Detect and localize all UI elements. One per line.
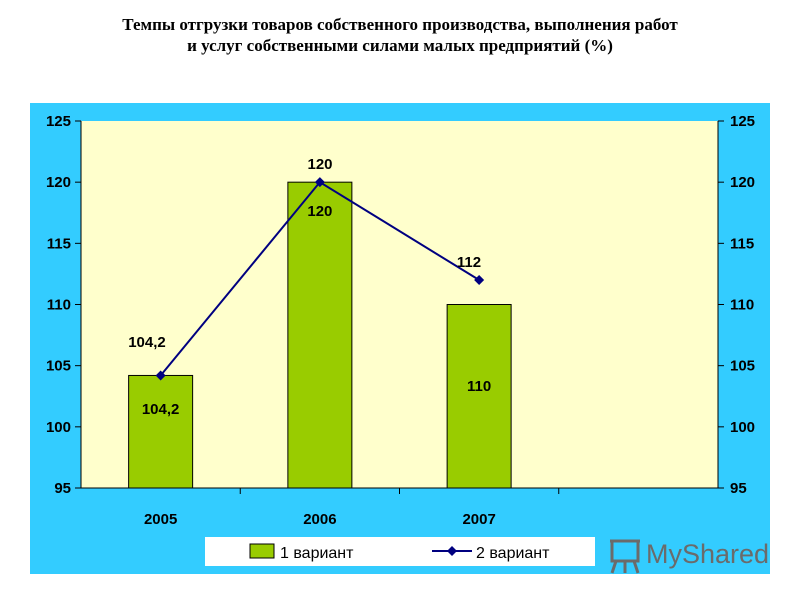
chart-title: Темпы отгрузки товаров собственного прои… — [0, 14, 800, 56]
line-marker-2005 — [155, 370, 166, 381]
line-marker-2006 — [314, 177, 325, 188]
x-tick-label-2007: 2007 — [462, 511, 495, 528]
watermark-logo: MyShared — [606, 535, 776, 575]
y-tick-label-right: 120 — [730, 174, 755, 191]
y-tick-label-left: 115 — [47, 235, 71, 252]
watermark-text: MyShared — [646, 539, 770, 569]
line-marker-2007 — [474, 275, 485, 286]
bar-2007 — [446, 304, 512, 489]
legend-bar-swatch — [249, 543, 275, 559]
bar-2006 — [287, 181, 353, 489]
line-data-label: 120 — [307, 156, 332, 173]
y-tick-label-left: 120 — [46, 174, 71, 191]
legend-label-series-2: 2 вариант — [476, 545, 550, 562]
x-tick-label-2006: 2006 — [303, 511, 336, 528]
bar-data-label: 110 — [467, 378, 491, 395]
bar-data-label: 104,2 — [142, 401, 180, 418]
y-tick-label-left: 105 — [46, 358, 71, 375]
presentation-board-icon — [610, 539, 640, 574]
y-tick-label-right: 115 — [730, 235, 754, 252]
line-data-label: 104,2 — [128, 334, 166, 351]
y-tick-label-left: 100 — [46, 419, 71, 436]
chart-title-line-2: и услуг собственными силами малых предпр… — [187, 36, 613, 55]
y-tick-label-right: 105 — [730, 358, 755, 375]
y-tick-label-right: 110 — [730, 297, 754, 314]
line-data-label: 112 — [457, 254, 481, 271]
legend-label-series-1: 1 вариант — [280, 545, 354, 562]
y-tick-label-left: 125 — [46, 113, 71, 130]
y-tick-label-left: 95 — [54, 480, 71, 497]
bar-2005 — [128, 374, 194, 489]
chart-title-line-1: Темпы отгрузки товаров собственного прои… — [122, 15, 678, 34]
y-tick-label-right: 100 — [730, 419, 755, 436]
x-tick-label-2005: 2005 — [144, 511, 177, 528]
y-tick-label-right: 95 — [730, 480, 747, 497]
y-tick-label-left: 110 — [47, 297, 71, 314]
y-tick-label-right: 125 — [730, 113, 755, 130]
legend-line-marker — [447, 546, 457, 556]
bar-data-label: 120 — [307, 203, 332, 220]
